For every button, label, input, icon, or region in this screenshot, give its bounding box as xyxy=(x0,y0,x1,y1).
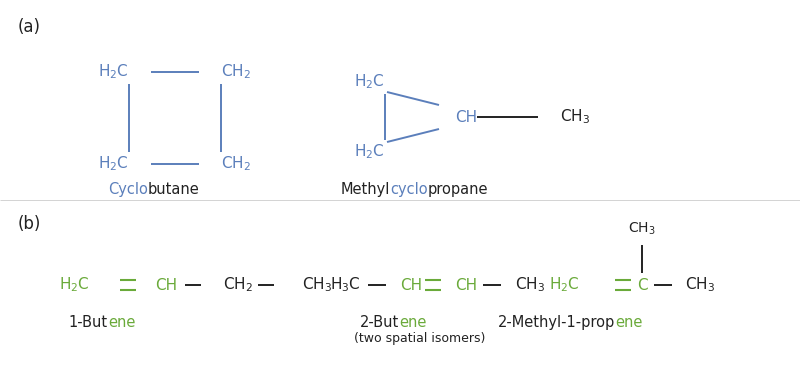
Text: $\mathregular{H_2C}$: $\mathregular{H_2C}$ xyxy=(98,155,129,173)
Text: (a): (a) xyxy=(18,18,41,36)
Text: CH: CH xyxy=(400,278,422,292)
Text: $\mathregular{CH_3}$: $\mathregular{CH_3}$ xyxy=(515,276,545,294)
Text: $\mathregular{CH_2}$: $\mathregular{CH_2}$ xyxy=(223,276,253,294)
Text: 1-But: 1-But xyxy=(69,315,108,330)
Text: 2-But: 2-But xyxy=(360,315,399,330)
Text: Cyclo: Cyclo xyxy=(108,182,148,197)
Text: $\mathregular{CH_3}$: $\mathregular{CH_3}$ xyxy=(302,276,332,294)
Text: ene: ene xyxy=(108,315,135,330)
Text: ene: ene xyxy=(615,315,642,330)
Text: butane: butane xyxy=(148,182,200,197)
Text: ene: ene xyxy=(399,315,426,330)
Text: $\mathregular{CH_2}$: $\mathregular{CH_2}$ xyxy=(221,63,251,82)
Text: $\mathregular{CH_3}$: $\mathregular{CH_3}$ xyxy=(628,221,656,237)
Text: propane: propane xyxy=(428,182,489,197)
Text: $\mathregular{H_3C}$: $\mathregular{H_3C}$ xyxy=(330,276,361,294)
Text: CH: CH xyxy=(455,278,477,292)
Text: (b): (b) xyxy=(18,215,42,233)
Text: $\mathregular{H_2C}$: $\mathregular{H_2C}$ xyxy=(354,143,385,161)
Text: CH: CH xyxy=(155,278,177,292)
Text: 2-Methyl-1-prop: 2-Methyl-1-prop xyxy=(498,315,615,330)
Text: cyclo: cyclo xyxy=(390,182,428,197)
Text: $\mathregular{CH_2}$: $\mathregular{CH_2}$ xyxy=(221,155,251,173)
Text: Methyl: Methyl xyxy=(341,182,390,197)
Text: $\mathregular{H_2C}$: $\mathregular{H_2C}$ xyxy=(550,276,580,294)
Text: $\mathregular{H_2C}$: $\mathregular{H_2C}$ xyxy=(98,63,129,82)
Text: $\mathregular{H_2C}$: $\mathregular{H_2C}$ xyxy=(59,276,90,294)
Text: $\mathregular{H_2C}$: $\mathregular{H_2C}$ xyxy=(354,73,385,91)
Text: C: C xyxy=(637,278,647,292)
Text: $\mathregular{CH_3}$: $\mathregular{CH_3}$ xyxy=(685,276,715,294)
Text: (two spatial isomers): (two spatial isomers) xyxy=(354,332,486,345)
Text: CH: CH xyxy=(455,110,477,124)
Text: $\mathregular{CH_3}$: $\mathregular{CH_3}$ xyxy=(560,108,590,126)
